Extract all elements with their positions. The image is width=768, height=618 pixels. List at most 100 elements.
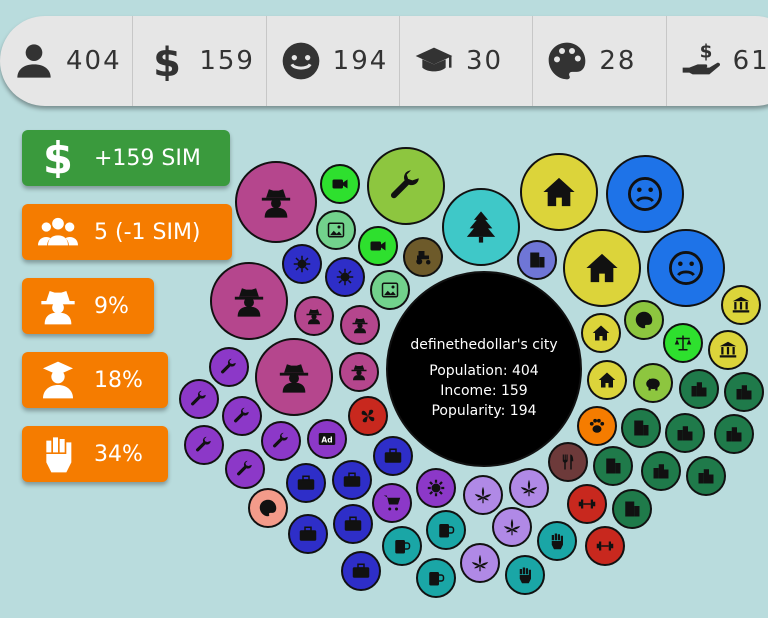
education-button[interactable]: 18% bbox=[22, 352, 168, 408]
building-bubble[interactable] bbox=[460, 543, 500, 583]
building-bubble[interactable] bbox=[624, 300, 664, 340]
building-bubble[interactable] bbox=[463, 475, 503, 515]
stat-value: 404 bbox=[66, 46, 122, 76]
building-bubble[interactable] bbox=[505, 555, 545, 595]
building-bubble[interactable] bbox=[248, 488, 288, 528]
people-button[interactable]: 5 (-1 SIM) bbox=[22, 204, 232, 260]
building-bubble[interactable] bbox=[286, 463, 326, 503]
building-bubble[interactable] bbox=[581, 313, 621, 353]
building-bubble[interactable] bbox=[282, 244, 322, 284]
building-bubble[interactable] bbox=[567, 484, 607, 524]
building-bubble[interactable] bbox=[332, 460, 372, 500]
building-bubble[interactable] bbox=[517, 240, 557, 280]
building-bubble[interactable] bbox=[225, 449, 265, 489]
building-bubble[interactable] bbox=[492, 507, 532, 547]
income-label: +159 SIM bbox=[94, 145, 201, 171]
person-icon bbox=[17, 44, 51, 78]
bubble-circle bbox=[370, 270, 410, 310]
building-bubble[interactable] bbox=[548, 442, 588, 482]
smiley-icon bbox=[282, 42, 319, 80]
building-bubble[interactable] bbox=[612, 489, 652, 529]
building-bubble[interactable] bbox=[222, 396, 262, 436]
building-bubble[interactable] bbox=[416, 558, 456, 598]
building-bubble[interactable] bbox=[577, 406, 617, 446]
building-bubble[interactable] bbox=[325, 257, 365, 297]
virus-icon bbox=[336, 268, 354, 286]
stat-population: 404 bbox=[0, 16, 134, 106]
building-bubble[interactable] bbox=[179, 379, 219, 419]
building-bubble[interactable] bbox=[679, 369, 719, 409]
building-bubble[interactable] bbox=[563, 229, 641, 307]
building-bubble[interactable] bbox=[307, 419, 347, 459]
building-bubble[interactable] bbox=[724, 372, 764, 412]
graduate-icon bbox=[43, 361, 73, 399]
building-bubble[interactable] bbox=[288, 514, 328, 554]
building-bubble[interactable] bbox=[606, 155, 684, 233]
city-population: Population: 404 bbox=[429, 363, 539, 379]
building-bubble[interactable] bbox=[372, 483, 412, 523]
building-bubble[interactable] bbox=[587, 360, 627, 400]
building-bubble[interactable] bbox=[520, 153, 598, 231]
spy-icon bbox=[41, 291, 75, 325]
people-label: 5 (-1 SIM) bbox=[94, 219, 201, 245]
stat-culture: 28 bbox=[533, 16, 667, 106]
protest-label: 34% bbox=[94, 441, 143, 467]
building-bubble[interactable] bbox=[235, 161, 317, 243]
city-summary-circle[interactable]: definethedollar's city Population: 404 I… bbox=[386, 271, 582, 467]
building-bubble[interactable] bbox=[708, 330, 748, 370]
bubble-circle bbox=[647, 229, 725, 307]
building-bubble[interactable] bbox=[210, 262, 288, 340]
building-bubble[interactable] bbox=[373, 436, 413, 476]
building-bubble[interactable] bbox=[320, 164, 360, 204]
building-bubble[interactable] bbox=[261, 421, 301, 461]
building-bubble[interactable] bbox=[367, 147, 445, 225]
building-bubble[interactable] bbox=[416, 468, 456, 508]
building-bubble[interactable] bbox=[255, 338, 333, 416]
protest-button[interactable]: 34% bbox=[22, 426, 168, 482]
crime-button[interactable]: 9% bbox=[22, 278, 154, 334]
building-bubble[interactable] bbox=[333, 504, 373, 544]
building-bubble[interactable] bbox=[316, 210, 356, 250]
building-bubble[interactable] bbox=[370, 270, 410, 310]
building-bubble[interactable] bbox=[721, 285, 761, 325]
building-bubble[interactable] bbox=[403, 237, 443, 277]
building-bubble[interactable] bbox=[294, 296, 334, 336]
building-bubble[interactable] bbox=[585, 526, 625, 566]
building-bubble[interactable] bbox=[714, 414, 754, 454]
bubble-circle bbox=[548, 442, 588, 482]
building-bubble[interactable] bbox=[442, 188, 520, 266]
palette-icon bbox=[548, 42, 586, 80]
income-button[interactable]: $ +159 SIM bbox=[22, 130, 230, 186]
building-bubble[interactable] bbox=[633, 363, 673, 403]
building-bubble[interactable] bbox=[340, 305, 380, 345]
building-bubble[interactable] bbox=[341, 551, 381, 591]
building-bubble[interactable] bbox=[358, 226, 398, 266]
building-bubble[interactable] bbox=[537, 521, 577, 561]
gear-icon bbox=[427, 479, 445, 497]
bubble-circle bbox=[606, 155, 684, 233]
building-bubble[interactable] bbox=[509, 468, 549, 508]
building-bubble[interactable] bbox=[621, 408, 661, 448]
stat-value: 28 bbox=[599, 46, 637, 76]
building-bubble[interactable] bbox=[686, 456, 726, 496]
building-bubble[interactable] bbox=[663, 323, 703, 363]
group-icon bbox=[38, 217, 78, 246]
building-bubble[interactable] bbox=[209, 347, 249, 387]
building-bubble[interactable] bbox=[426, 510, 466, 550]
bubble-circle bbox=[316, 210, 356, 250]
education-label: 18% bbox=[94, 367, 143, 393]
stat-value: 159 bbox=[199, 46, 255, 76]
building-bubble[interactable] bbox=[339, 352, 379, 392]
building-bubble[interactable] bbox=[348, 396, 388, 436]
hand-money-icon: $ bbox=[682, 42, 720, 75]
city-income: Income: 159 bbox=[440, 383, 527, 399]
building-bubble[interactable] bbox=[641, 451, 681, 491]
building-bubble[interactable] bbox=[184, 425, 224, 465]
building-bubble[interactable] bbox=[647, 229, 725, 307]
building-bubble[interactable] bbox=[382, 526, 422, 566]
building-bubble[interactable] bbox=[665, 413, 705, 453]
building-bubble[interactable] bbox=[593, 446, 633, 486]
stat-donations: $ 61 bbox=[667, 16, 768, 106]
stat-value: 30 bbox=[465, 46, 504, 76]
